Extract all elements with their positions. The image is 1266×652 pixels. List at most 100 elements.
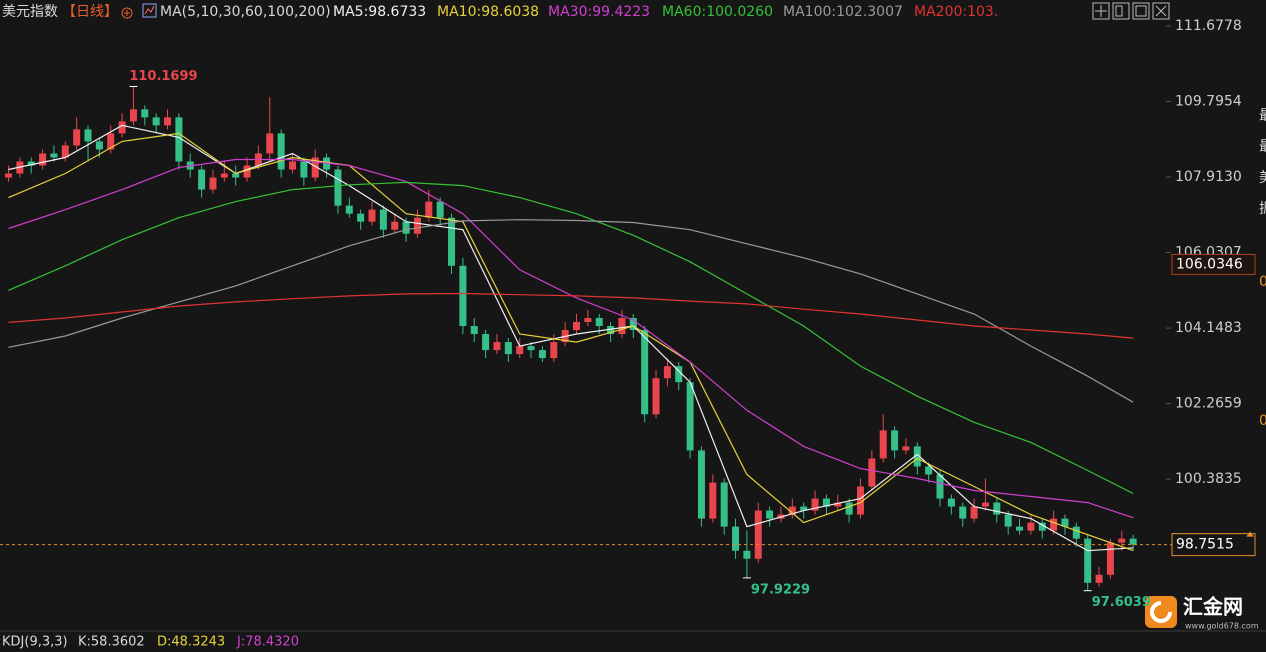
y-tick-label: 104.1483 (1175, 320, 1242, 336)
candle-body (891, 430, 899, 451)
candle-body (209, 177, 217, 190)
candle-body (1129, 538, 1137, 545)
candle-body (107, 133, 115, 150)
candle-body (879, 430, 887, 459)
candle-body (84, 129, 92, 142)
candle-body (266, 133, 274, 154)
candle-body (641, 330, 649, 415)
indicator-label: MA(5,10,30,60,100,200) (160, 4, 331, 20)
candle-body (811, 498, 819, 511)
kdj-j: J:78.4320 (236, 635, 299, 650)
candle-body (357, 213, 365, 222)
logo-icon (1145, 596, 1177, 628)
ma-line (8, 132, 1134, 552)
legend-entry: MA60:100.0260 (662, 4, 773, 20)
candle-body (1027, 522, 1035, 531)
logo-glyph (1150, 601, 1172, 623)
candle-body (573, 322, 580, 331)
candle-body (243, 165, 251, 178)
candle-body (754, 510, 762, 559)
candle-body (902, 446, 910, 451)
candle-body (607, 326, 615, 335)
candle-body (936, 474, 944, 499)
candle-body (493, 342, 501, 351)
extreme-label: 97.6039 (1092, 595, 1151, 610)
candle-body (232, 173, 240, 178)
side-zero: 0 (1259, 413, 1266, 429)
legend-entry: MA100:102.3007 (783, 4, 903, 20)
candle-body (220, 173, 228, 178)
extreme-label: 97.9229 (751, 582, 810, 597)
candle-body (800, 506, 808, 511)
period-label[interactable]: 【日线】 (62, 4, 118, 20)
legend-entry: MA5:98.6733 (333, 4, 426, 20)
y-tick-label: 109.7954 (1175, 93, 1242, 109)
candle-body (709, 482, 717, 519)
candle-body (39, 153, 47, 166)
candle-body (1084, 538, 1092, 583)
candle-body (152, 117, 160, 126)
candle-body (504, 342, 512, 355)
candle-body (448, 217, 456, 266)
candle-body (652, 378, 660, 415)
candle-body (981, 502, 989, 507)
candle-body (1072, 526, 1080, 539)
last-price-box (1171, 533, 1256, 557)
toolbar-button[interactable] (1092, 2, 1110, 20)
candle-body (345, 205, 353, 214)
toolbar-button[interactable] (1152, 2, 1170, 20)
indicator-icon[interactable] (142, 3, 157, 18)
legend-entry: MA200:103. (914, 4, 998, 20)
candle-body (198, 169, 206, 190)
candle-body (1095, 574, 1103, 583)
toolbar-button[interactable] (1132, 2, 1150, 20)
candle-body (697, 450, 705, 519)
candle-body (129, 109, 137, 122)
kdj-k: K:58.3602 (78, 635, 145, 650)
candle-body (459, 265, 467, 327)
candle-body (425, 201, 433, 218)
candle-body (118, 121, 126, 134)
indicator-icon-line (144, 5, 155, 15)
ma-line (8, 158, 1134, 519)
ma-line (8, 124, 1134, 552)
candle-body (141, 109, 149, 118)
candle-body (959, 506, 967, 519)
legend-entry: MA10:98.6038 (437, 4, 539, 20)
toolbar-button[interactable] (1112, 2, 1130, 20)
ma-line (8, 292, 1134, 339)
add-icon[interactable] (121, 7, 133, 19)
y-tick-label: 102.2659 (1175, 396, 1242, 412)
y-tick-label: 100.3835 (1175, 471, 1242, 487)
candle-body (311, 157, 319, 178)
candle-body (584, 317, 592, 323)
candle-body (73, 129, 81, 146)
candle-body (95, 141, 103, 150)
y-tick-label: 107.9130 (1175, 169, 1242, 185)
candle-body (300, 161, 308, 178)
kdj-d: D:48.3243 (157, 635, 225, 650)
candle-body (822, 498, 830, 507)
last-price-label: 98.7515 (1176, 537, 1234, 553)
candle-body (402, 221, 410, 234)
candle-body (743, 550, 751, 559)
candle-body (993, 502, 1001, 515)
side-text: 最 (1259, 139, 1266, 155)
extreme-label: 110.1699 (129, 69, 197, 84)
side-zero: 0 (1259, 274, 1266, 290)
legend-entry: MA30:99.4223 (548, 4, 650, 20)
toolbar-glyph (1155, 5, 1167, 17)
candle-body (913, 446, 921, 467)
candle-body (970, 506, 978, 519)
candle-body (164, 117, 172, 126)
candle-body (334, 169, 342, 206)
candle-body (686, 382, 694, 451)
candle-body (788, 506, 796, 515)
candle-body (527, 346, 535, 351)
candle-body (368, 209, 376, 222)
candle-body (845, 502, 853, 515)
candle-body (5, 173, 12, 178)
candle-body (1106, 542, 1114, 575)
